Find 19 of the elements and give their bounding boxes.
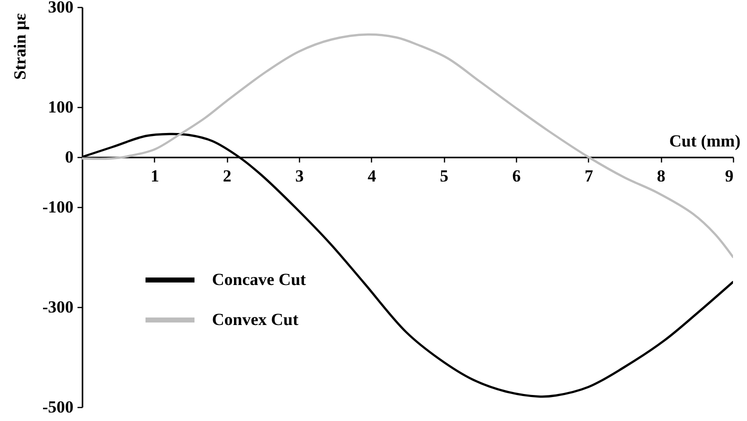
y-tick-label: -300 [42,298,74,316]
x-axis-title: Cut (mm) [669,132,740,150]
x-tick-label: 6 [512,166,521,186]
legend-label: Convex Cut [212,310,299,329]
y-tick-label: 100 [48,98,74,116]
legend-label: Concave Cut [212,270,306,289]
x-tick-label: 4 [368,166,377,186]
y-tick-label: -500 [42,398,74,416]
y-tick-label: -100 [42,198,74,216]
y-tick-label: 300 [48,0,74,16]
x-tick-label: 7 [584,166,594,186]
x-tick-label: 2 [222,166,232,186]
x-tick-label: 3 [295,166,304,186]
y-axis-title: Strain με [10,13,30,80]
y-tick-label: 0 [65,148,74,166]
x-tick-label: 5 [440,166,448,186]
x-tick-label: 8 [656,166,666,186]
x-tick-label: 1 [150,166,160,186]
x-tick-label: 9 [725,166,734,186]
